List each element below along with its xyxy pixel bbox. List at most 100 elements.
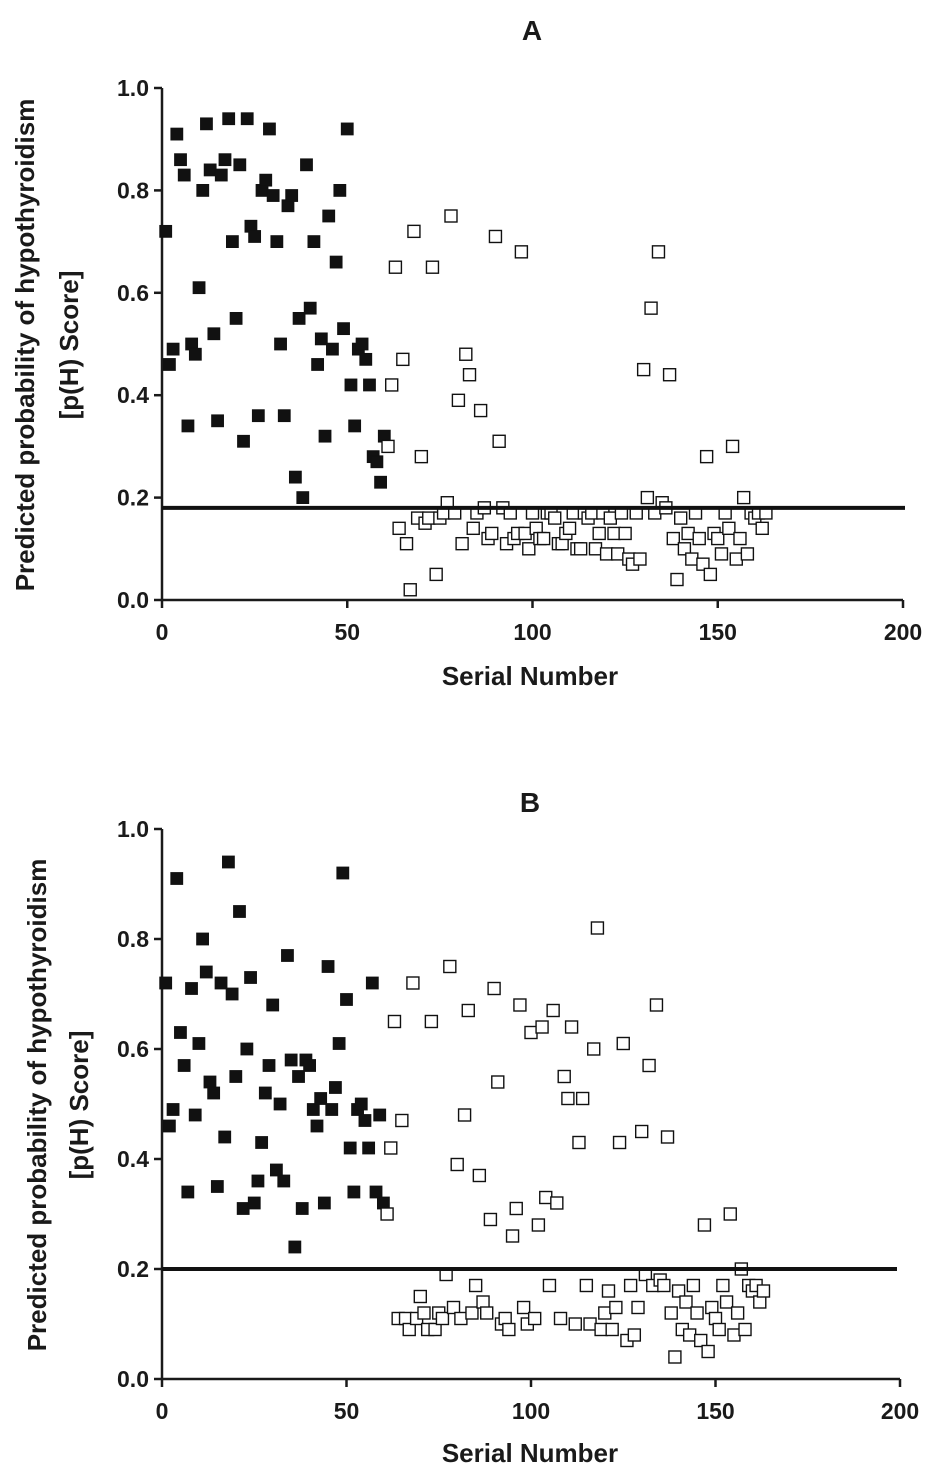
- panel-b-y-tick-label: 0.0: [117, 1366, 149, 1392]
- open-marker: [480, 1306, 494, 1320]
- filled-marker: [196, 932, 209, 946]
- filled-marker: [348, 419, 362, 433]
- filled-marker: [222, 112, 236, 126]
- filled-marker: [373, 1108, 387, 1122]
- open-marker: [679, 1295, 693, 1309]
- open-marker: [428, 1322, 442, 1337]
- open-marker: [603, 511, 618, 525]
- panel-b-points: [159, 855, 897, 1364]
- filled-marker: [374, 475, 387, 489]
- panel-a-x-tick-label: 200: [884, 619, 922, 645]
- panel-a-x-tick-label: 0: [156, 619, 169, 645]
- filled-marker: [281, 949, 294, 962]
- open-marker: [550, 1196, 564, 1210]
- panel-a-y-tick-label: 0.6: [117, 280, 149, 306]
- open-marker: [733, 531, 747, 546]
- open-marker: [723, 1207, 737, 1221]
- filled-marker: [344, 378, 358, 392]
- filled-marker: [233, 158, 247, 172]
- filled-marker: [277, 409, 291, 423]
- open-marker: [753, 1295, 767, 1309]
- filled-marker: [266, 189, 280, 202]
- open-marker: [485, 526, 499, 541]
- panel-b-tick-labels: 0 50 100 150 200 0.0 0.2 0.4 0.6 0.8 1.0: [117, 816, 919, 1424]
- open-marker: [392, 521, 406, 536]
- filled-marker: [307, 235, 321, 249]
- open-marker: [402, 1322, 416, 1337]
- open-marker: [708, 1311, 723, 1326]
- filled-marker: [181, 1185, 195, 1199]
- open-marker: [612, 1135, 627, 1150]
- filled-marker: [288, 1240, 302, 1254]
- open-marker: [701, 1344, 715, 1359]
- filled-marker: [262, 1059, 276, 1072]
- open-marker: [542, 1278, 557, 1293]
- filled-marker: [258, 1086, 272, 1100]
- open-marker: [462, 368, 477, 382]
- filled-marker: [314, 1092, 328, 1105]
- panel-a-x-tick-label: 100: [513, 619, 551, 645]
- open-marker: [627, 1328, 642, 1342]
- filled-marker: [336, 866, 350, 880]
- open-marker: [536, 531, 551, 546]
- open-marker: [668, 1350, 682, 1364]
- filled-marker: [303, 1059, 317, 1072]
- filled-marker: [303, 301, 317, 315]
- open-marker: [664, 1306, 678, 1320]
- open-marker: [451, 393, 466, 408]
- open-marker: [640, 490, 655, 505]
- panel-a-y-tick-label: 0.4: [117, 382, 149, 408]
- filled-marker: [326, 342, 339, 356]
- filled-marker: [269, 1163, 283, 1177]
- open-marker: [446, 1300, 461, 1315]
- open-marker: [527, 1311, 542, 1326]
- panel-b-axes: [154, 827, 902, 1387]
- open-marker: [429, 567, 443, 582]
- panel-a-y-tick-label: 0.2: [117, 485, 149, 511]
- open-marker: [573, 542, 588, 556]
- open-marker: [587, 1042, 601, 1056]
- open-marker: [690, 1306, 704, 1320]
- filled-marker: [251, 409, 265, 423]
- filled-marker: [222, 855, 235, 869]
- panel-b-y-tick-label: 0.8: [117, 926, 149, 952]
- open-marker: [455, 536, 469, 551]
- panel-a: A Predicted probability of hypothyroidis…: [10, 15, 922, 691]
- open-marker: [406, 976, 420, 990]
- panel-b-y-axis-label-line1: Predicted probability of hypothyroidism: [22, 859, 52, 1352]
- filled-marker: [166, 1103, 180, 1116]
- panel-a-y-axis-label-line2: [p(H) Score]: [54, 271, 84, 420]
- open-marker: [522, 542, 536, 556]
- filled-marker: [310, 1119, 324, 1133]
- open-marker: [609, 1300, 623, 1315]
- open-marker: [594, 1322, 608, 1337]
- open-marker: [454, 1311, 468, 1326]
- filled-marker: [321, 960, 335, 973]
- open-marker: [681, 526, 695, 541]
- panel-a-x-axis-label: Serial Number: [442, 661, 618, 691]
- filled-marker: [359, 352, 373, 366]
- open-marker: [598, 1306, 612, 1320]
- open-marker: [599, 547, 614, 561]
- open-marker: [697, 1218, 712, 1232]
- open-marker: [492, 434, 506, 448]
- open-marker: [716, 1278, 730, 1293]
- filled-marker: [288, 470, 302, 484]
- filled-marker: [370, 455, 384, 469]
- open-marker: [729, 552, 743, 566]
- panel-a-y-tick-label: 1.0: [117, 75, 149, 101]
- filled-marker: [170, 127, 184, 141]
- open-marker: [686, 1278, 701, 1293]
- open-marker: [561, 1091, 575, 1106]
- open-marker: [618, 526, 632, 541]
- open-marker: [719, 1295, 734, 1309]
- filled-marker: [322, 209, 336, 223]
- filled-marker: [317, 1196, 331, 1210]
- open-marker: [424, 1014, 439, 1029]
- panel-b-x-tick-label: 150: [696, 1398, 734, 1424]
- filled-marker: [177, 168, 191, 182]
- filled-marker: [376, 1196, 390, 1210]
- filled-marker: [311, 358, 325, 371]
- filled-marker: [229, 1070, 243, 1083]
- filled-marker: [177, 1059, 191, 1072]
